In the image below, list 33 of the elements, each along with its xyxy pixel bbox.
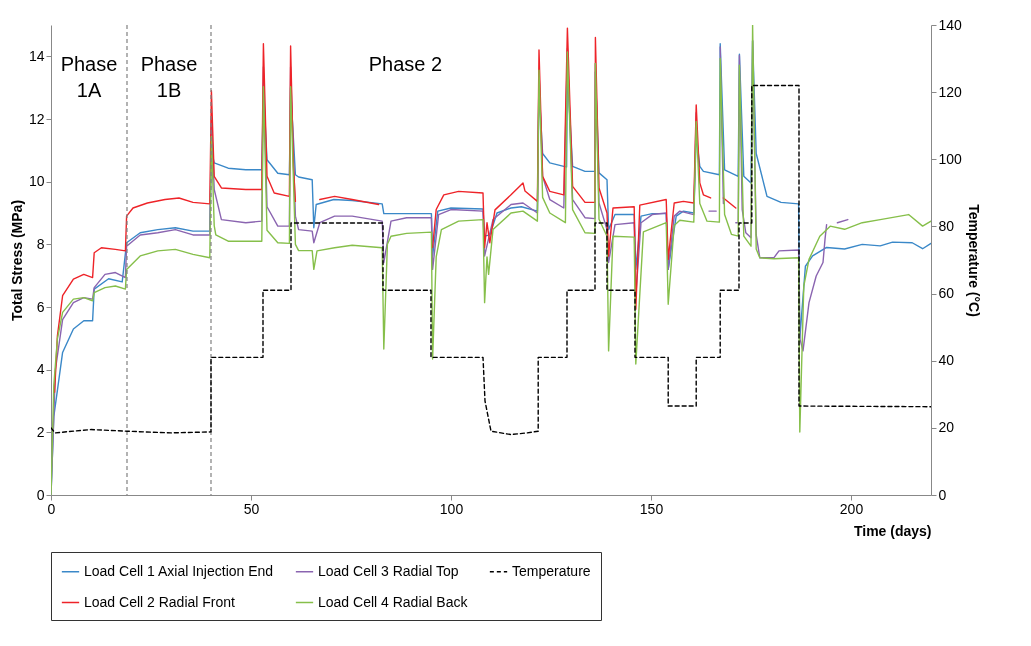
y2-axis-title: Temperature (°C) [965,204,982,317]
annotation: Phase 2 [368,53,443,75]
y2-tick-label: 0 [938,486,947,503]
legend-label: Load Cell 2 Radial Front [84,593,236,610]
y2-tick-label: 20 [938,419,955,436]
y-tick-label: 14 [28,47,45,64]
y-tick-label: 2 [36,423,45,440]
y-tick-label: 8 [36,235,45,252]
y-tick-label: 10 [28,173,45,190]
x-tick-label: 200 [839,500,864,517]
y2-tick-label: 120 [938,83,963,100]
x-tick-label: 100 [439,500,464,517]
annotation: Phase 1B [140,53,198,101]
legend-label: Temperature [512,562,591,579]
x-tick-label: 150 [639,500,664,517]
y-tick-label: 12 [28,110,45,127]
y2-tick-label: 40 [938,352,955,369]
line-series [51,84,931,436]
y-tick-label: 6 [36,298,45,315]
x-axis-title: Time (days) [853,522,932,539]
legend-label: Load Cell 4 Radial Back [318,593,469,610]
y2-tick-label: 100 [938,150,963,167]
y2-tick-label: 60 [938,285,955,302]
y2-tick-label: 80 [938,217,955,234]
y-tick-label: 0 [36,486,45,503]
x-tick-label: 0 [47,500,56,517]
annotation: Phase 1A [60,53,118,101]
legend-label: Load Cell 1 Axial Injection End [84,562,274,579]
x-tick-label: 50 [243,500,260,517]
y-axis-title: Total Stress (MPa) [8,199,25,322]
y2-tick-label: 140 [938,16,963,33]
legend-label: Load Cell 3 Radial Top [318,562,459,579]
y-tick-label: 4 [36,361,45,378]
